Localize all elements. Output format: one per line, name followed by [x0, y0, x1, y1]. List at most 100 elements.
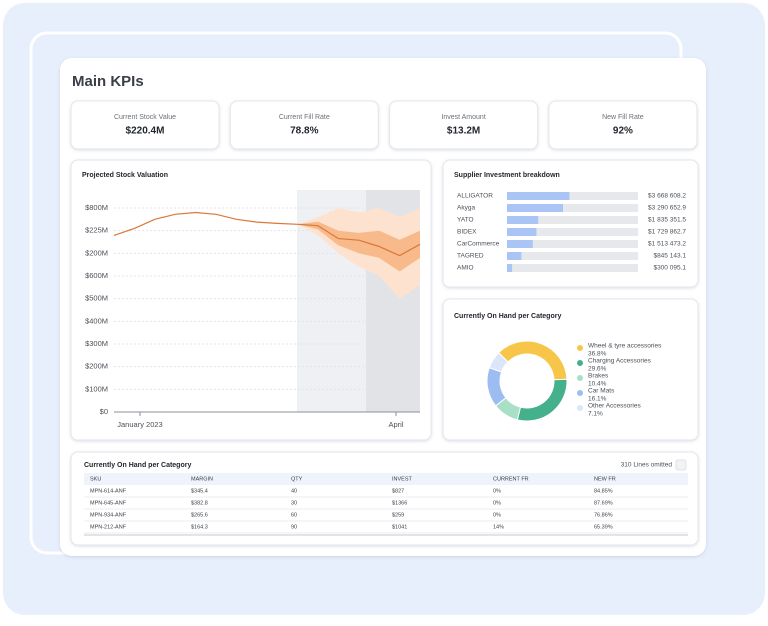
bar-label: AMIO	[457, 265, 474, 272]
legend-label: Wheel & tyre accessories	[588, 343, 662, 350]
legend-swatch	[577, 405, 583, 411]
table-cell: $382.8	[191, 500, 208, 506]
table-cell: 76.86%	[594, 512, 613, 518]
legend-label: Other Accessories	[588, 403, 641, 410]
bar	[507, 240, 533, 248]
table-cell: 14%	[493, 524, 504, 530]
table-cell: 30	[291, 500, 297, 506]
x-tick-label: January 2023	[117, 420, 162, 429]
kpi-card	[70, 100, 220, 150]
legend-swatch	[577, 360, 583, 366]
bar-label: BIDEX	[457, 229, 477, 236]
column-header: CURRENT FR	[493, 476, 529, 482]
table-cell: MPN-614-ANF	[90, 488, 127, 494]
chart-card	[442, 298, 699, 441]
legend-value: 16.1%	[588, 396, 607, 403]
table-cell: $345.4	[191, 488, 208, 494]
value-label: $1 513 473.2	[648, 241, 686, 248]
table-cell: $164.3	[191, 524, 208, 530]
column-header: QTY	[291, 476, 303, 482]
legend-swatch	[577, 390, 583, 396]
bar-label: YATO	[457, 217, 474, 224]
chart-title: Currently On Hand per Category	[454, 313, 561, 320]
donut-slice	[488, 352, 509, 373]
legend-label: Brakes	[588, 373, 609, 380]
history-line	[113, 211, 298, 236]
kpi-label: Invest Amount	[441, 114, 485, 121]
table-cell: $827	[392, 488, 404, 494]
chart-title: Supplier Investment breakdown	[454, 172, 560, 179]
table-cell: $259	[392, 512, 404, 518]
bar	[507, 252, 522, 260]
x-tick-label: April	[388, 420, 403, 429]
bar	[507, 264, 513, 272]
column-header: SKU	[90, 476, 101, 482]
table-header-bg	[84, 473, 688, 485]
kpi-value: 78.8%	[290, 126, 318, 137]
bar-track	[507, 216, 638, 224]
table-cell: 65.39%	[594, 524, 613, 530]
bar-label: Akyga	[457, 205, 475, 212]
column-header: NEW FR	[594, 476, 616, 482]
table-cell: 0%	[493, 500, 501, 506]
y-tick-label: $100M	[85, 384, 108, 393]
table-note: 310 Lines omitted	[621, 462, 673, 469]
table-cell: MPN-645-ANF	[90, 500, 127, 506]
bar-track	[507, 192, 638, 200]
dropdown[interactable]	[675, 459, 687, 471]
table-cell: 84.85%	[594, 488, 613, 494]
legend-value: 36.8%	[588, 351, 607, 358]
bar-track	[507, 240, 638, 248]
y-tick-label: $200M	[85, 248, 108, 257]
value-label: $845 143.1	[653, 253, 686, 260]
bar	[507, 228, 537, 236]
table-cell: $1041	[392, 524, 407, 530]
bar-label: TAGRED	[457, 253, 484, 260]
table-cell: MPN-212-ANF	[90, 524, 127, 530]
bar-track	[507, 252, 638, 260]
bar-track	[507, 204, 638, 212]
column-header: MARGIN	[191, 476, 213, 482]
value-label: $3 668 608.2	[648, 193, 686, 200]
legend-swatch	[577, 345, 583, 351]
y-tick-label: $0	[100, 407, 108, 416]
legend-label: Charging Accessories	[588, 358, 652, 365]
kpi-label: Current Stock Value	[114, 114, 176, 121]
y-tick-label: $225M	[85, 226, 108, 235]
kpi-card	[548, 100, 698, 150]
bar-track	[507, 228, 638, 236]
bar	[507, 192, 570, 200]
value-label: $1 835 351.5	[648, 217, 686, 224]
value-label: $1 729 862.7	[648, 229, 686, 236]
table-cell: 0%	[493, 512, 501, 518]
table-title: Currently On Hand per Category	[84, 462, 191, 469]
bar-track	[507, 264, 638, 272]
table-cell: 0%	[493, 488, 501, 494]
legend-value: 10.4%	[588, 381, 607, 388]
kpi-value: $220.4M	[126, 126, 165, 137]
table-cell: $265.6	[191, 512, 208, 518]
kpi-label: New Fill Rate	[602, 114, 644, 121]
value-label: $300 095.1	[653, 265, 686, 272]
kpi-value: 92%	[613, 126, 633, 137]
value-label: $3 290 652.9	[648, 205, 686, 212]
y-tick-label: $400M	[85, 316, 108, 325]
chart-title: Projected Stock Valuation	[82, 172, 168, 179]
table-cell: 40	[291, 488, 297, 494]
table-cell: 90	[291, 524, 297, 530]
y-tick-label: $200M	[85, 362, 108, 371]
forecast-band	[297, 221, 420, 272]
y-tick-label: $600M	[85, 271, 108, 280]
kpi-card	[229, 100, 379, 150]
y-tick-label: $500M	[85, 294, 108, 303]
y-tick-label: $800M	[85, 203, 108, 212]
legend-label: Car Mats	[588, 388, 615, 395]
kpi-value: $13.2M	[447, 126, 480, 137]
forecast-line	[297, 223, 421, 257]
legend-value: 7.1%	[588, 411, 603, 418]
bar	[507, 216, 539, 224]
page-title: Main KPIs	[72, 73, 144, 90]
kpi-label: Current Fill Rate	[279, 114, 330, 121]
